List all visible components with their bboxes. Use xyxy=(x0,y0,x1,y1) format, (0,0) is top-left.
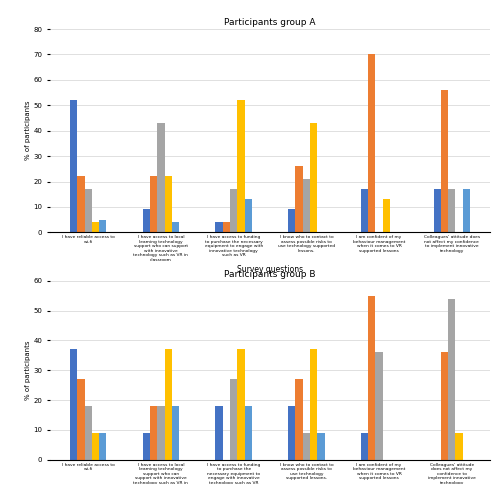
Bar xyxy=(376,352,382,460)
Bar xyxy=(302,179,310,232)
Bar xyxy=(92,222,99,232)
Bar xyxy=(230,379,237,460)
Bar xyxy=(244,199,252,232)
Bar xyxy=(142,433,150,460)
Bar xyxy=(230,189,237,232)
Bar xyxy=(462,189,470,232)
Bar xyxy=(172,406,179,460)
Title: Participants group A: Participants group A xyxy=(224,18,316,27)
Bar xyxy=(78,379,84,460)
Bar xyxy=(216,222,222,232)
Bar xyxy=(368,296,376,460)
Bar xyxy=(222,222,230,232)
Y-axis label: % of participants: % of participants xyxy=(24,341,30,400)
Bar xyxy=(448,299,456,460)
Bar xyxy=(150,177,158,232)
Bar xyxy=(142,210,150,232)
Legend: Strongly agree, Agree, Neutral, Disagree, Strongly disagree: Strongly agree, Agree, Neutral, Disagree… xyxy=(177,312,363,321)
Bar xyxy=(84,406,92,460)
Bar xyxy=(434,189,441,232)
Bar xyxy=(441,90,448,232)
Bar xyxy=(216,406,222,460)
Bar xyxy=(164,349,172,460)
Bar xyxy=(310,123,318,232)
Bar xyxy=(302,433,310,460)
Bar xyxy=(78,177,84,232)
Bar xyxy=(158,123,164,232)
Bar xyxy=(244,406,252,460)
Bar xyxy=(84,189,92,232)
Bar xyxy=(288,210,296,232)
Bar xyxy=(99,220,106,232)
Bar xyxy=(70,349,78,460)
Bar xyxy=(382,199,390,232)
Bar xyxy=(99,433,106,460)
Bar xyxy=(368,54,376,232)
Title: Participants group B: Participants group B xyxy=(224,270,316,279)
Bar xyxy=(456,433,462,460)
Y-axis label: % of participants: % of participants xyxy=(24,101,30,160)
Bar xyxy=(158,406,164,460)
Bar xyxy=(296,166,302,232)
Bar xyxy=(288,406,296,460)
Bar xyxy=(150,406,158,460)
Bar xyxy=(361,433,368,460)
Bar xyxy=(238,100,244,232)
Bar xyxy=(361,189,368,232)
Bar xyxy=(164,177,172,232)
Bar xyxy=(172,222,179,232)
Bar xyxy=(310,349,318,460)
Bar xyxy=(70,100,78,232)
Bar xyxy=(441,352,448,460)
Bar xyxy=(448,189,456,232)
Bar xyxy=(296,379,302,460)
Bar xyxy=(92,433,99,460)
Bar xyxy=(238,349,244,460)
Bar xyxy=(318,433,324,460)
X-axis label: Survey questions: Survey questions xyxy=(237,265,303,274)
